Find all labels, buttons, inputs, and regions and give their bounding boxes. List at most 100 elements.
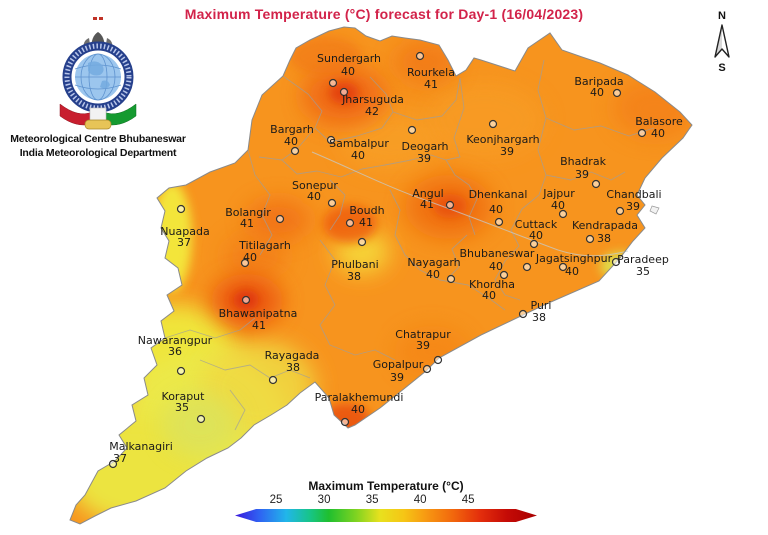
station-temp-label: 39 — [626, 200, 640, 213]
station-temp-label: 39 — [416, 339, 430, 352]
station-marker — [275, 214, 285, 224]
station-marker — [340, 417, 350, 427]
station-temp-label: 37 — [113, 452, 127, 465]
station-marker — [422, 364, 432, 374]
station-name-label: Sambalpur — [329, 137, 389, 150]
station-marker — [611, 257, 621, 267]
station-name-label: Deogarh — [402, 140, 449, 153]
station-name-label: Balasore — [635, 115, 683, 128]
station-name-label: Rayagada — [265, 349, 320, 362]
station-marker — [499, 270, 509, 280]
station-temp-label: 40 — [565, 265, 579, 278]
temperature-spot — [162, 393, 238, 457]
station-name-label: Cuttack — [515, 218, 558, 231]
legend-gradient-bar — [235, 509, 537, 522]
station-name-label: Chatrapur — [395, 328, 451, 341]
station-name-label: Bolangir — [225, 206, 271, 219]
station-temp-label: 40 — [426, 268, 440, 281]
station-marker — [488, 119, 498, 129]
station-marker — [591, 179, 601, 189]
station-marker — [585, 234, 595, 244]
station-temp-label: 40 — [489, 203, 503, 216]
station-temp-label: 38 — [286, 361, 300, 374]
station-name-label: Keonjhargarh — [466, 133, 539, 146]
station-temp-label: 41 — [420, 198, 434, 211]
station-temp-label: 40 — [243, 251, 257, 264]
coastal-islet — [649, 205, 660, 215]
station-temp-label: 40 — [307, 190, 321, 203]
station-temp-label: 40 — [351, 403, 365, 416]
station-marker — [345, 218, 355, 228]
station-marker — [240, 258, 250, 268]
station-temp-label: 38 — [597, 232, 611, 245]
compass: N S — [700, 10, 744, 74]
legend-tick-label: 25 — [269, 494, 283, 506]
imd-ribbon — [59, 103, 137, 130]
station-name-label: Nayagarh — [407, 256, 460, 269]
station-name-label: Gopalpur — [373, 358, 424, 371]
station-temp-label: 36 — [168, 345, 182, 358]
station-name-label: Paralakhemundi — [315, 391, 404, 404]
imd-seal-globe — [62, 41, 134, 113]
station-marker — [268, 375, 278, 385]
station-name-label: Jajpur — [542, 187, 575, 200]
station-temp-label: 39 — [575, 168, 589, 181]
station-name-label: Dhenkanal — [469, 188, 528, 201]
state-outline — [69, 26, 693, 525]
station-marker — [446, 274, 456, 284]
org-name-line2: India Meteorological Department — [19, 147, 177, 160]
page-title: Maximum Temperature (°C) forecast for Da… — [184, 6, 584, 22]
station-name-label: Titilagarh — [238, 239, 291, 252]
station-temp-label: 35 — [636, 265, 650, 278]
station-name-label: Nuapada — [160, 225, 209, 238]
station-temp-label: 41 — [252, 319, 266, 332]
station-marker — [196, 414, 206, 424]
station-marker — [615, 206, 625, 216]
station-temp-label: 41 — [359, 216, 373, 229]
station-temp-label: 40 — [351, 149, 365, 162]
station-name-label: Sonepur — [292, 179, 338, 192]
station-name-label: Jharsuguda — [341, 93, 404, 106]
station-name-label: Angul — [412, 187, 444, 200]
station-marker — [612, 88, 622, 98]
station-name-label: Bargarh — [270, 123, 314, 136]
station-temp-label: 40 — [341, 65, 355, 78]
compass-south-label: S — [718, 62, 726, 74]
station-name-label: Phulbani — [331, 258, 378, 271]
station-name-label: Bhubaneswar — [460, 247, 535, 260]
legend-tick-row: 25 30 35 40 45 — [235, 494, 537, 508]
station-temp-label: 40 — [529, 229, 543, 242]
station-marker — [558, 262, 568, 272]
station-marker — [407, 125, 417, 135]
station-marker — [108, 459, 118, 469]
station-name-label: Koraput — [162, 390, 206, 403]
temperature-legend: Maximum Temperature (°C) 25 30 35 40 45 — [235, 479, 537, 522]
station-name-label: Sundergarh — [317, 52, 381, 65]
station-marker — [522, 262, 532, 272]
station-marker — [433, 355, 443, 365]
station-marker — [415, 51, 425, 61]
station-marker — [176, 204, 186, 214]
compass-north-label: N — [718, 10, 726, 22]
station-temp-label: 35 — [175, 401, 189, 414]
imd-logo — [59, 17, 137, 130]
station-marker — [637, 128, 647, 138]
station-name-label: Bhadrak — [560, 155, 607, 168]
station-name-label: Puri — [531, 299, 552, 312]
district-boundaries — [164, 59, 655, 431]
station-marker — [357, 237, 367, 247]
station-name-label: Jagatsinghpur — [535, 252, 613, 265]
station-name-label: Malkanagiri — [109, 440, 173, 453]
station-marker — [327, 198, 337, 208]
station-marker — [558, 209, 568, 219]
station-temp-label: 40 — [482, 289, 496, 302]
north-arrow-icon — [714, 24, 730, 58]
station-marker — [176, 366, 186, 376]
station-temp-label: 40 — [284, 135, 298, 148]
station-name-label: Paradeep — [617, 253, 669, 266]
station-name-label: Rourkela — [407, 66, 455, 79]
station-name-label: Baripada — [574, 75, 623, 88]
station-marker — [241, 295, 251, 305]
